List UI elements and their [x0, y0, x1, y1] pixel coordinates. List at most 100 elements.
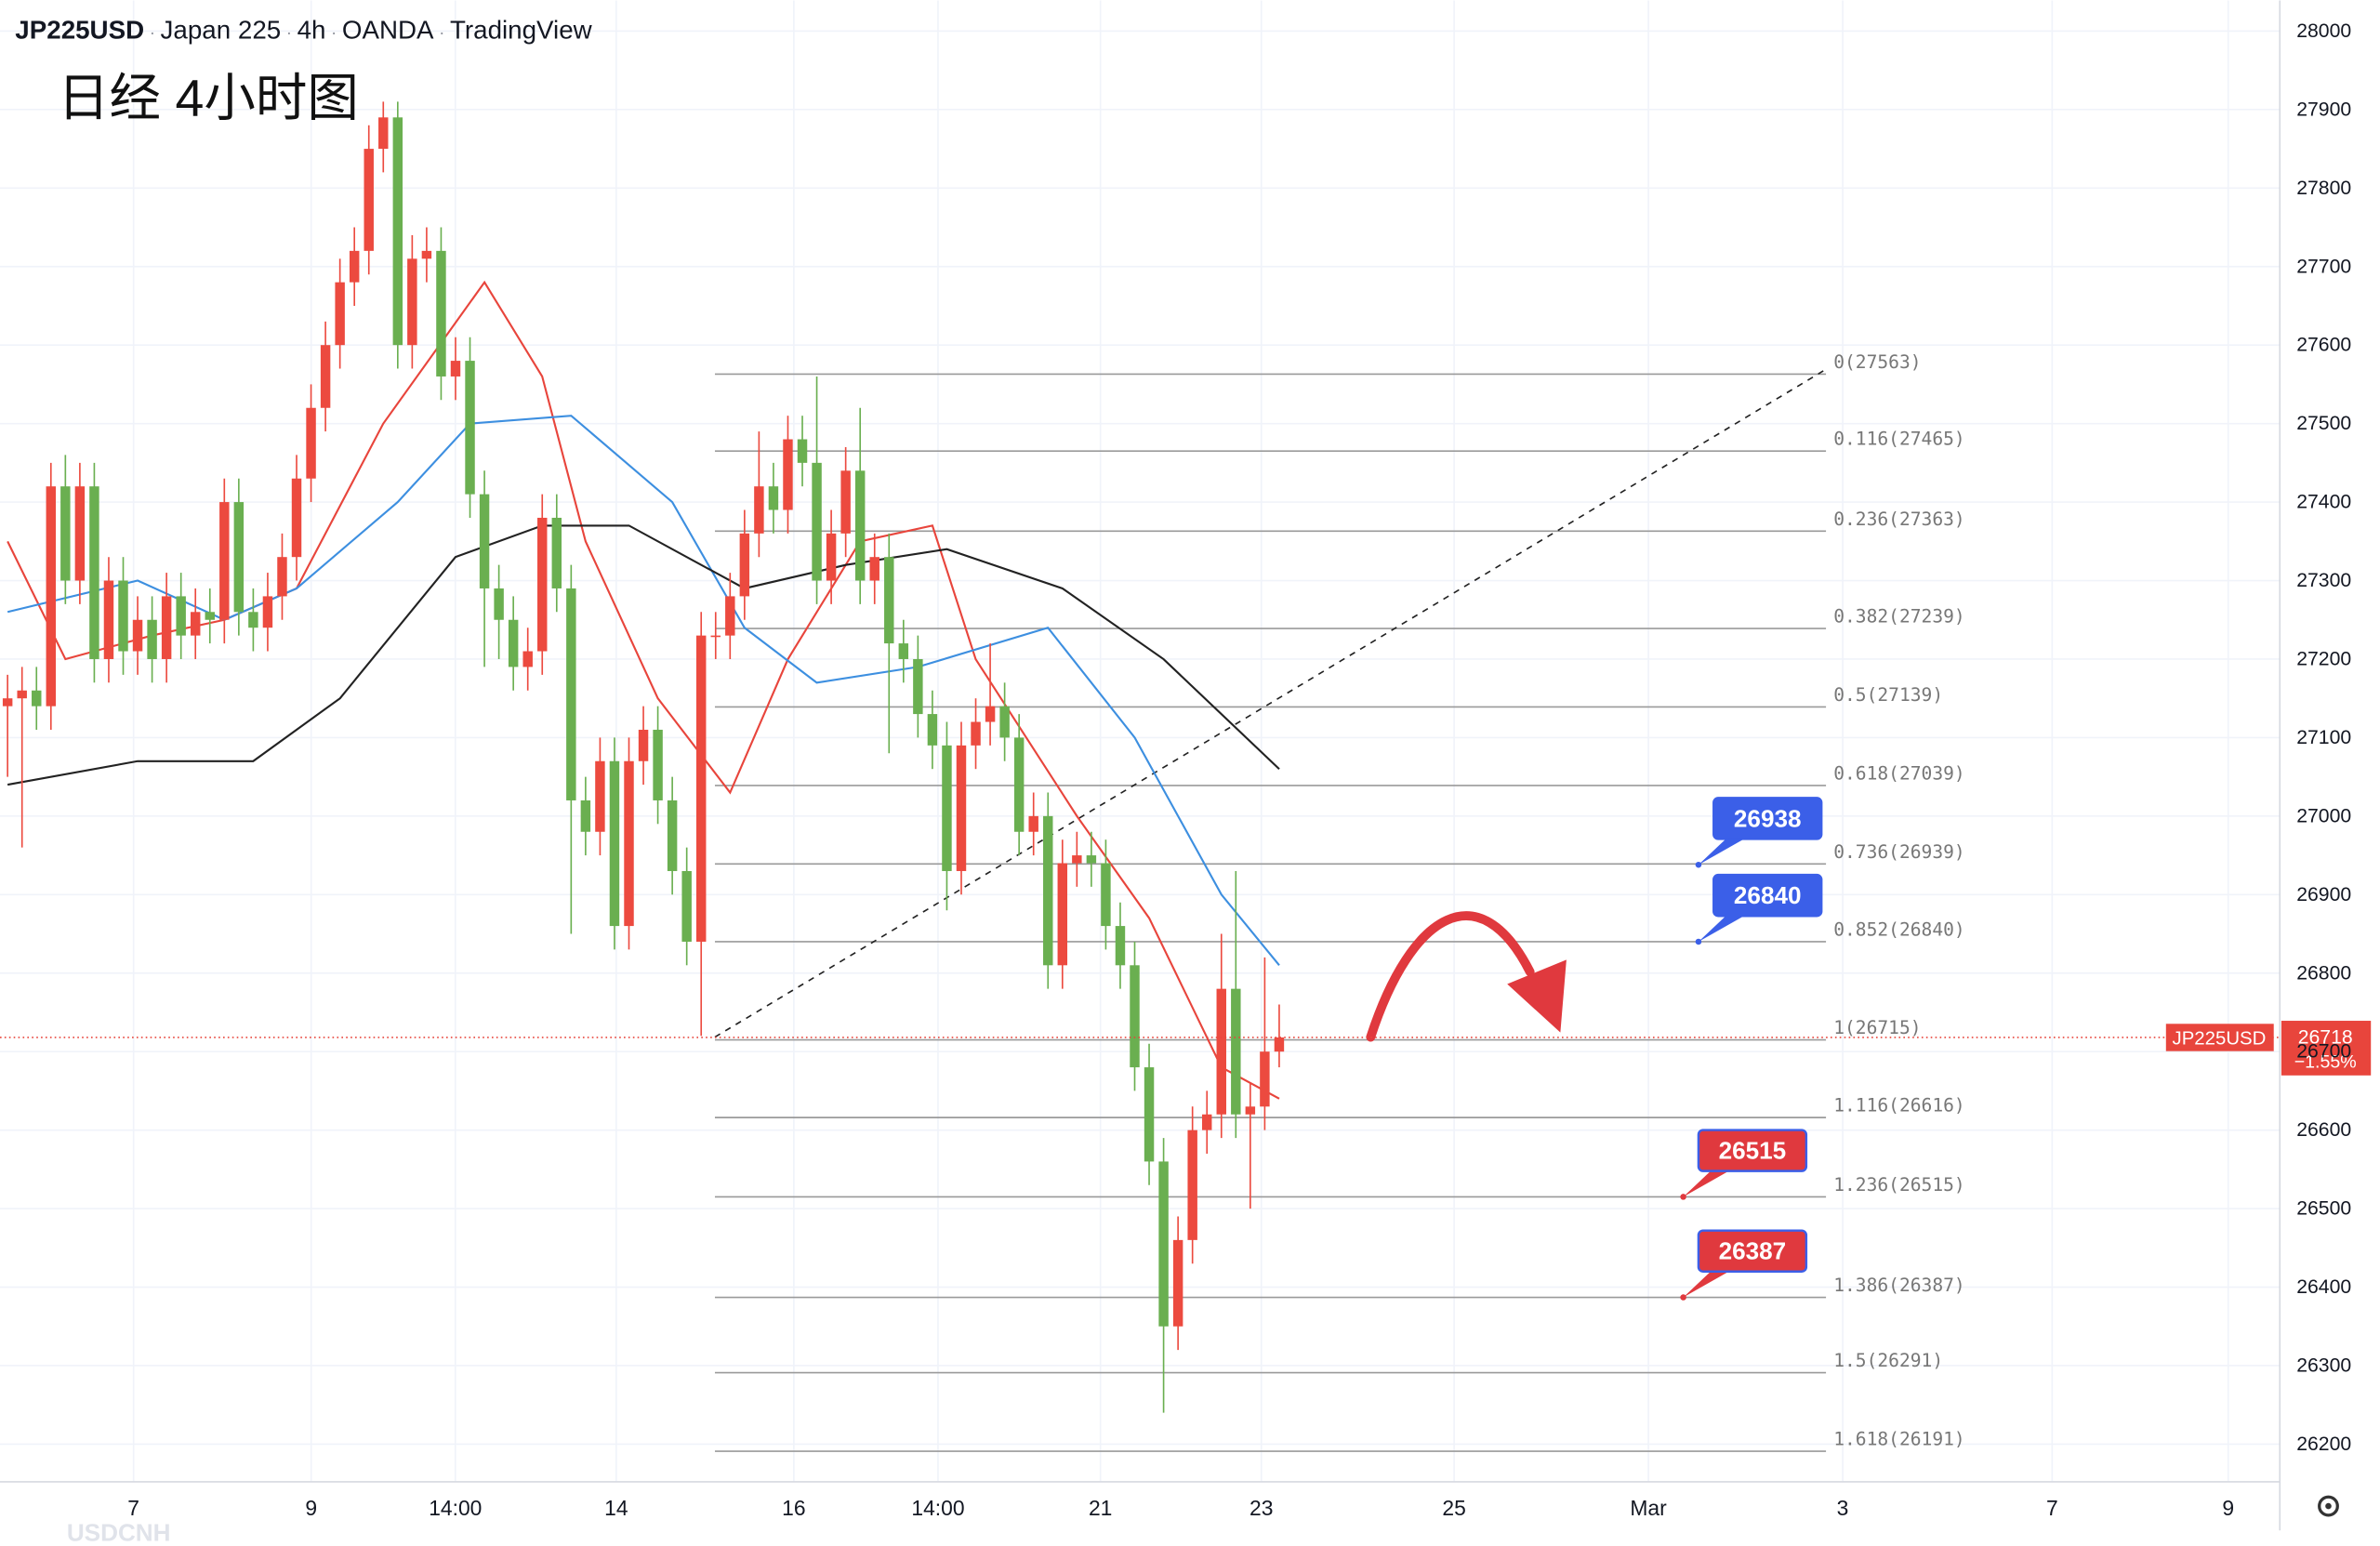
y-tick-label: 27100 [2296, 727, 2351, 748]
candle-body [1274, 1037, 1285, 1052]
gear-center[interactable] [2325, 1502, 2332, 1510]
callout-box [1712, 873, 1823, 918]
candle-body [725, 596, 735, 636]
candle-body [522, 651, 533, 667]
candle-body [1187, 1130, 1197, 1240]
candles [2, 101, 1285, 1413]
candle-body [46, 486, 57, 707]
header-item: TradingView [450, 15, 593, 44]
candle-body [566, 588, 576, 800]
candle-body [306, 407, 316, 479]
candle-body [854, 470, 866, 581]
fib-label: 0.116(27465) [1833, 429, 1964, 450]
y-tick-label: 27500 [2296, 413, 2351, 434]
candle-body [638, 729, 649, 761]
y-tick-label: 26400 [2296, 1276, 2351, 1298]
change-label: −1.55% [2294, 1052, 2357, 1073]
candle-body [1172, 1239, 1183, 1327]
fib-label: 0.382(27239) [1833, 606, 1964, 628]
candle-body [233, 502, 245, 613]
candle-body [479, 494, 490, 588]
y-tick-label: 27400 [2296, 492, 2351, 513]
candle-body [927, 714, 938, 746]
callout-label: 26387 [1719, 1237, 1787, 1265]
candle-body [1130, 965, 1140, 1068]
fib-label: 1.386(26387) [1833, 1275, 1964, 1296]
candle-body [739, 533, 750, 597]
fib-label: 0.736(26939) [1833, 841, 1964, 863]
x-tick-label: 7 [127, 1496, 139, 1520]
candle-body [681, 870, 692, 942]
fib-label: 1.618(26191) [1833, 1428, 1964, 1449]
y-tick-label: 26500 [2296, 1198, 2351, 1220]
gear[interactable] [2318, 1495, 2339, 1517]
candle-body [335, 282, 345, 346]
candle-body [537, 517, 548, 652]
candle-body [1086, 855, 1097, 864]
candle-body [1028, 815, 1038, 832]
candle-body [465, 361, 475, 495]
fib-label: 0.236(27363) [1833, 509, 1964, 530]
x-tick-label: 9 [2222, 1496, 2234, 1520]
candle-body [450, 361, 461, 377]
y-tick-label: 27800 [2296, 178, 2351, 199]
grid [0, 0, 2281, 1482]
y-tick-label: 26800 [2296, 962, 2351, 984]
x-tick-label: 14:00 [429, 1496, 482, 1520]
y-tick-label: 27600 [2296, 335, 2351, 356]
candle-body [421, 250, 432, 259]
y-tick-label: 26300 [2296, 1355, 2351, 1377]
candle-body [999, 706, 1010, 738]
candle-body [74, 486, 86, 581]
header-item: Japan 225 [161, 15, 282, 44]
callout-label: 26840 [1734, 881, 1802, 909]
separator: · [434, 22, 450, 43]
candle-body [942, 745, 952, 871]
y-tick-label: 26900 [2296, 884, 2351, 905]
candle-body [392, 117, 403, 346]
y-tick-label: 27000 [2296, 805, 2351, 826]
candle-body [219, 502, 230, 620]
moving-average [7, 415, 1280, 967]
candle-body [580, 799, 591, 832]
x-tick-label: 16 [782, 1496, 805, 1520]
candle-body [1158, 1161, 1169, 1327]
candle-body [1043, 815, 1053, 966]
callout-anchor [1695, 938, 1702, 945]
y-tick-label: 28000 [2296, 20, 2351, 42]
fib-retracement: 0(27563) 0.116(27465) 0.236(27363) 0.382(27… [714, 351, 1965, 1452]
candle-body [205, 612, 215, 620]
callout-box [1697, 1129, 1808, 1172]
fib-label: 0.5(27139) [1833, 684, 1943, 706]
candle-body [60, 486, 71, 581]
candle-body [1101, 863, 1111, 927]
x-tick-label: 7 [2046, 1496, 2058, 1520]
forecast-arrow [1366, 911, 1535, 1042]
candle-body [103, 580, 114, 659]
callout-label: 26515 [1719, 1137, 1787, 1165]
candle-body [971, 721, 981, 746]
candle-body [812, 462, 822, 581]
trend-line [714, 368, 1827, 1038]
x-tick-label: 14 [604, 1496, 628, 1520]
price-label: 26718 [2298, 1027, 2353, 1049]
candle-body [551, 517, 562, 588]
separator: · [325, 22, 341, 43]
callout-anchor [1680, 1294, 1686, 1301]
candle-body [1245, 1106, 1256, 1115]
settings-icon[interactable] [2318, 1495, 2339, 1517]
candle-body [364, 149, 374, 251]
candle-body [407, 258, 417, 346]
fib-label: 0(27563) [1833, 351, 1921, 373]
candle-body [277, 557, 287, 597]
x-tick-label: Mar [1630, 1496, 1667, 1520]
header-item: 4h [298, 15, 326, 44]
candle-body [667, 799, 678, 871]
x-tick-label: 25 [1442, 1496, 1465, 1520]
candle-body [132, 619, 143, 652]
header: JP225USD · Japan 225 · 4h · OANDA · Trad… [15, 15, 592, 44]
candle-body [840, 470, 851, 534]
candle-body [190, 612, 201, 636]
